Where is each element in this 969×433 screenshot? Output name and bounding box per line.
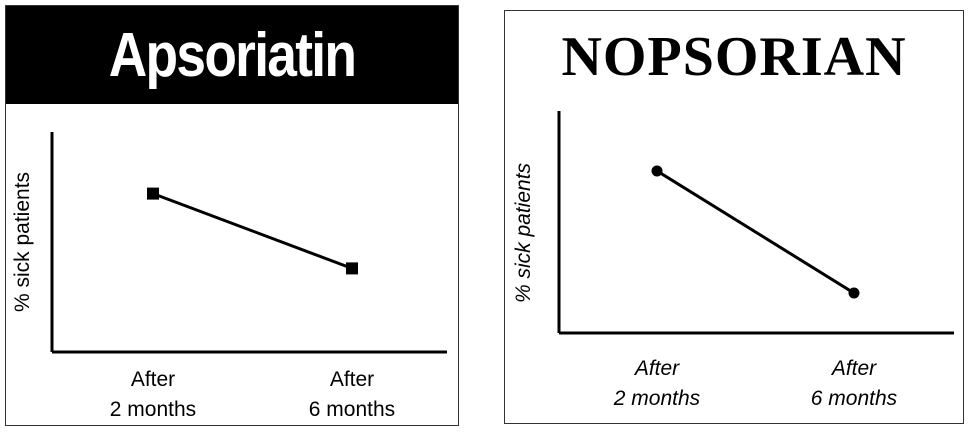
- line-chart-nopsorian: % sick patients After 2 months After 6 month…: [512, 111, 954, 410]
- x-tick-label: After: [131, 368, 175, 391]
- chart-title: NOPSORIAN: [561, 26, 907, 88]
- data-point: [346, 262, 358, 275]
- x-tick-label: 6 months: [309, 398, 395, 421]
- x-tick-label: 6 months: [811, 387, 898, 410]
- data-point: [147, 187, 159, 200]
- series-line: [656, 169, 855, 295]
- chart-title: Apsoriatin: [108, 20, 357, 90]
- y-axis-label: % sick patients: [11, 172, 34, 312]
- x-tick-label: After: [830, 357, 877, 380]
- chart-panel-nopsorian: NOPSORIAN % sick patients After 2 months Af…: [504, 10, 964, 424]
- y-axis-label: % sick patients: [512, 162, 535, 303]
- x-tick-label: 2 months: [110, 398, 196, 421]
- line-chart-apsoriatin: % sick patients After 2 months After 6 month…: [11, 132, 447, 421]
- title-bar: [6, 6, 458, 104]
- x-tick-label: 2 months: [613, 387, 701, 410]
- data-point: [848, 287, 860, 299]
- x-tick-label: After: [330, 368, 374, 391]
- data-point: [651, 165, 663, 177]
- chart-panel-apsoriatin: Apsoriatin % sick patients After 2 months A…: [5, 5, 459, 426]
- series-line: [152, 192, 353, 270]
- x-tick-label: After: [633, 357, 680, 380]
